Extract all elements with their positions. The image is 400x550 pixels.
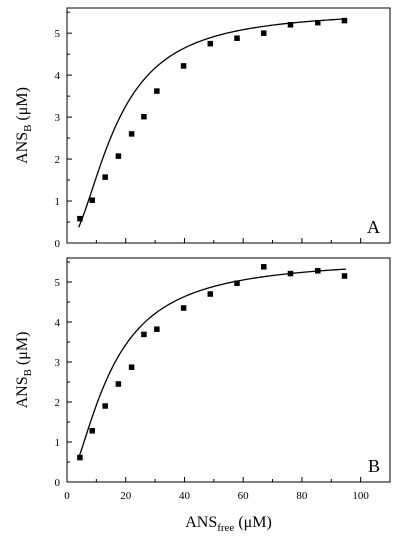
data-point: [234, 280, 240, 286]
data-point: [115, 381, 122, 387]
y-axis-title-main: ANS: [14, 376, 31, 408]
data-point: [315, 268, 321, 274]
data-point: [260, 30, 267, 36]
data-point: [102, 403, 108, 409]
fit-curve: [78, 18, 346, 228]
x-axis-title-unit: (μM): [234, 514, 271, 531]
data-point: [128, 131, 135, 137]
plot-frame: [66, 7, 391, 244]
y-tick-label: 3: [55, 112, 61, 124]
y-tick-label: 5: [55, 277, 61, 289]
y-axis-title-unit: (μM): [14, 87, 31, 124]
y-tick-label: 0: [55, 477, 61, 489]
x-tick-label: 20: [120, 490, 132, 502]
data-point: [287, 22, 294, 28]
data-point: [128, 364, 135, 370]
data-point: [180, 63, 187, 69]
y-tick-label: 1: [55, 196, 61, 208]
y-axis-title-sub: B: [22, 125, 34, 132]
x-tick-label: 60: [238, 490, 250, 502]
y-tick-label: 0: [55, 238, 61, 250]
data-point: [141, 113, 147, 120]
data-point: [141, 331, 147, 338]
data-point: [89, 428, 96, 434]
fit-curve: [78, 268, 346, 459]
data-point: [315, 19, 321, 26]
x-tick-label: 80: [296, 490, 308, 502]
y-axis-title-unit: (μM): [14, 332, 31, 369]
data-point: [77, 215, 83, 222]
y-axis-title: ANSB (μM): [14, 332, 34, 409]
y-axis-title: ANSB (μM): [14, 87, 34, 164]
x-axis-title: ANSfree (μM): [185, 514, 272, 534]
data-point: [341, 17, 348, 24]
data-point: [102, 174, 108, 180]
y-tick-label: 2: [55, 154, 61, 166]
panel-label: A: [367, 217, 380, 237]
x-axis-title-sub: free: [217, 522, 234, 534]
x-tick-label: 0: [64, 490, 70, 502]
plot-frame: [66, 257, 391, 483]
data-point: [154, 326, 160, 332]
x-tick-label: 40: [179, 490, 191, 502]
data-point: [180, 305, 187, 311]
x-axis-title-main: ANS: [185, 514, 217, 531]
data-point: [207, 40, 214, 47]
data-point: [287, 270, 294, 277]
data-point: [207, 291, 214, 297]
y-axis-title-main: ANS: [14, 132, 31, 164]
data-point: [234, 35, 240, 41]
data-point: [89, 197, 96, 203]
data-point: [115, 153, 122, 159]
data-point: [341, 273, 348, 279]
data-point: [154, 88, 160, 94]
panel-label: B: [368, 456, 380, 476]
y-tick-label: 5: [55, 28, 61, 40]
y-tick-label: 2: [55, 397, 61, 409]
y-axis-title-sub: B: [22, 369, 34, 376]
panel-a: 0 1 2 3 4 5 A ANSB (μM): [14, 7, 391, 250]
data-point: [77, 454, 83, 461]
x-tick-label: 100: [352, 490, 369, 502]
y-tick-label: 4: [55, 317, 61, 329]
y-tick-label: 4: [55, 70, 61, 82]
y-tick-label: 3: [55, 357, 61, 369]
data-point: [260, 264, 267, 270]
y-tick-label: 1: [55, 437, 61, 449]
